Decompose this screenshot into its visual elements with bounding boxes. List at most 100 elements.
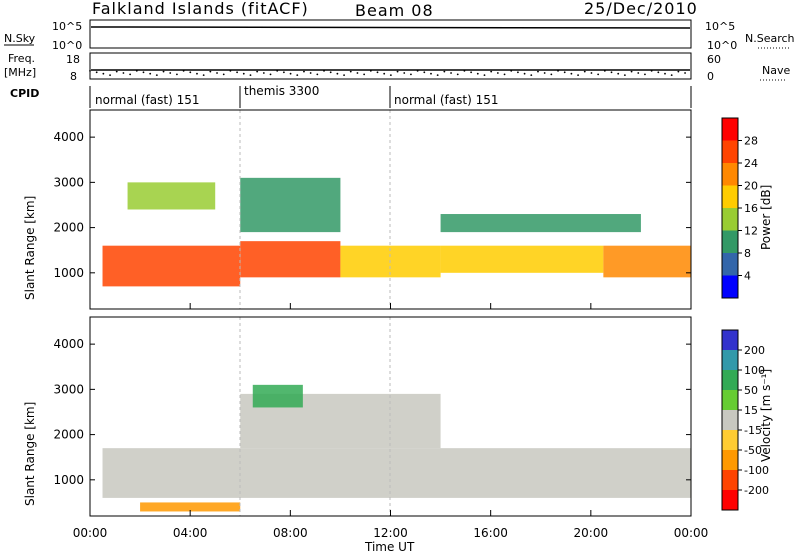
nave-label: Nave xyxy=(762,64,790,77)
xtick-label: 00:00 xyxy=(73,526,108,540)
velocity-colorbar-swatch xyxy=(722,390,738,411)
nave-dot xyxy=(216,72,218,74)
velocity-colorbar-swatch xyxy=(722,490,738,511)
nave-dot xyxy=(563,71,566,74)
nave-dot xyxy=(416,70,419,72)
nave-dot xyxy=(617,72,620,75)
beam-title: Beam 08 xyxy=(355,1,434,20)
nsky-label: N.Sky xyxy=(4,32,36,45)
nave-dot xyxy=(182,70,185,72)
nave-dot xyxy=(256,70,259,73)
power-colorbar-label: Power [dB] xyxy=(759,185,773,250)
nsearch-tick-top: 10^5 xyxy=(705,20,735,33)
nave-dot xyxy=(664,72,666,75)
station-title: Falkland Islands (fitACF) xyxy=(92,0,309,18)
nave-dot xyxy=(236,71,238,74)
power-ytick-label: 3000 xyxy=(53,175,84,189)
power-ytick-label: 2000 xyxy=(53,221,84,235)
power-band xyxy=(440,214,641,233)
cpid-segment-3: normal (fast) 151 xyxy=(394,93,498,107)
nave-dot xyxy=(202,74,205,76)
power-band xyxy=(102,245,241,287)
nave-dot xyxy=(336,72,339,75)
nave-dot xyxy=(677,70,680,73)
power-colorbar-tick-label: 4 xyxy=(744,270,751,283)
nave-dot xyxy=(523,72,526,75)
nave-dot xyxy=(356,72,359,74)
power-data xyxy=(102,177,691,287)
cpid-label: CPID xyxy=(10,87,39,100)
velocity-colorbar-tick-label: 15 xyxy=(744,404,758,417)
xtick-label: 04:00 xyxy=(173,526,208,540)
nave-dot xyxy=(303,70,305,73)
velocity-ytick-label: 2000 xyxy=(53,428,84,442)
nsearch-label: N.Search xyxy=(745,32,795,45)
cpid-segment-2: themis 3300 xyxy=(244,84,319,98)
nave-dot xyxy=(155,74,158,76)
xtick-label: 16:00 xyxy=(473,526,508,540)
nave-dot xyxy=(450,72,452,74)
velocity-colorbar-tick-label: -100 xyxy=(744,464,769,477)
nave-dot xyxy=(176,73,178,76)
nave-dot xyxy=(670,74,673,76)
nave-dot xyxy=(476,72,479,75)
velocity-colorbar-frame xyxy=(721,329,739,511)
power-ytick-label: 4000 xyxy=(53,130,84,144)
nave-dot xyxy=(510,70,513,72)
nave-dot xyxy=(369,70,372,72)
nave-dot xyxy=(630,70,633,73)
velocity-colorbar: 200 100 50 15 -15 -50 -100 -200 xyxy=(721,329,769,511)
velocity-ytick-label: 4000 xyxy=(53,337,84,351)
nave-dot xyxy=(222,73,225,76)
nave-dot xyxy=(109,74,111,76)
nave-dot xyxy=(517,71,519,74)
nave-dot xyxy=(490,70,493,73)
power-band xyxy=(240,177,341,233)
nsky-tick-bottom: 10^0 xyxy=(52,39,82,52)
velocity-colorbar-tick-label: 200 xyxy=(744,344,765,357)
nave-dot xyxy=(289,72,292,75)
nsky-tick-top: 10^5 xyxy=(52,20,82,33)
velocity-colorbar-tick-label: -200 xyxy=(744,484,769,497)
nave-dot xyxy=(570,72,573,75)
nave-dot xyxy=(135,70,138,72)
velocity-y-label: Slant Range [km] xyxy=(23,402,37,506)
power-y-axis: 1000 2000 3000 4000 xyxy=(53,130,691,280)
power-colorbar-swatch xyxy=(722,253,738,276)
power-colorbar-tick-label: 24 xyxy=(744,157,758,170)
power-colorbar: 28 24 20 16 12 8 4 xyxy=(721,117,758,299)
nave-dot xyxy=(149,72,152,75)
xtick-label: 20:00 xyxy=(574,526,609,540)
nave-dot xyxy=(169,72,172,74)
nave-dot xyxy=(410,73,412,76)
power-colorbar-swatch xyxy=(722,185,738,209)
nave-dot xyxy=(162,70,165,73)
nave-dot xyxy=(309,72,312,74)
nave-dot xyxy=(323,70,325,72)
cpid-strip: CPID normal (fast) 151 themis 3300 norma… xyxy=(10,84,692,108)
freq-strip: Freq. [MHz] 18 8 60 0 Nave xyxy=(4,52,790,83)
nave-dot xyxy=(483,74,486,76)
nave-dot xyxy=(209,70,212,73)
velocity-colorbar-swatch xyxy=(722,370,738,391)
velocity-colorbar-swatch xyxy=(722,470,738,491)
nave-tick-bottom: 0 xyxy=(707,70,714,83)
nave-dot xyxy=(623,74,626,76)
nave-tick-top: 60 xyxy=(707,53,721,66)
power-band xyxy=(240,241,341,278)
nave-dot xyxy=(142,71,145,74)
nave-dot xyxy=(343,74,345,76)
nsky-frame xyxy=(89,19,692,49)
freq-label: Freq. xyxy=(8,52,35,65)
nave-dot xyxy=(189,71,192,74)
date-title: 25/Dec/2010 xyxy=(584,0,698,18)
x-axis-label: Time UT xyxy=(364,540,415,554)
velocity-colorbar-swatch xyxy=(722,450,738,471)
power-colorbar-tick-label: 8 xyxy=(744,247,751,260)
velocity-band xyxy=(252,384,303,408)
nave-dot xyxy=(577,74,579,76)
nave-dot xyxy=(122,72,125,74)
xtick-label: 00:00 xyxy=(674,526,709,540)
